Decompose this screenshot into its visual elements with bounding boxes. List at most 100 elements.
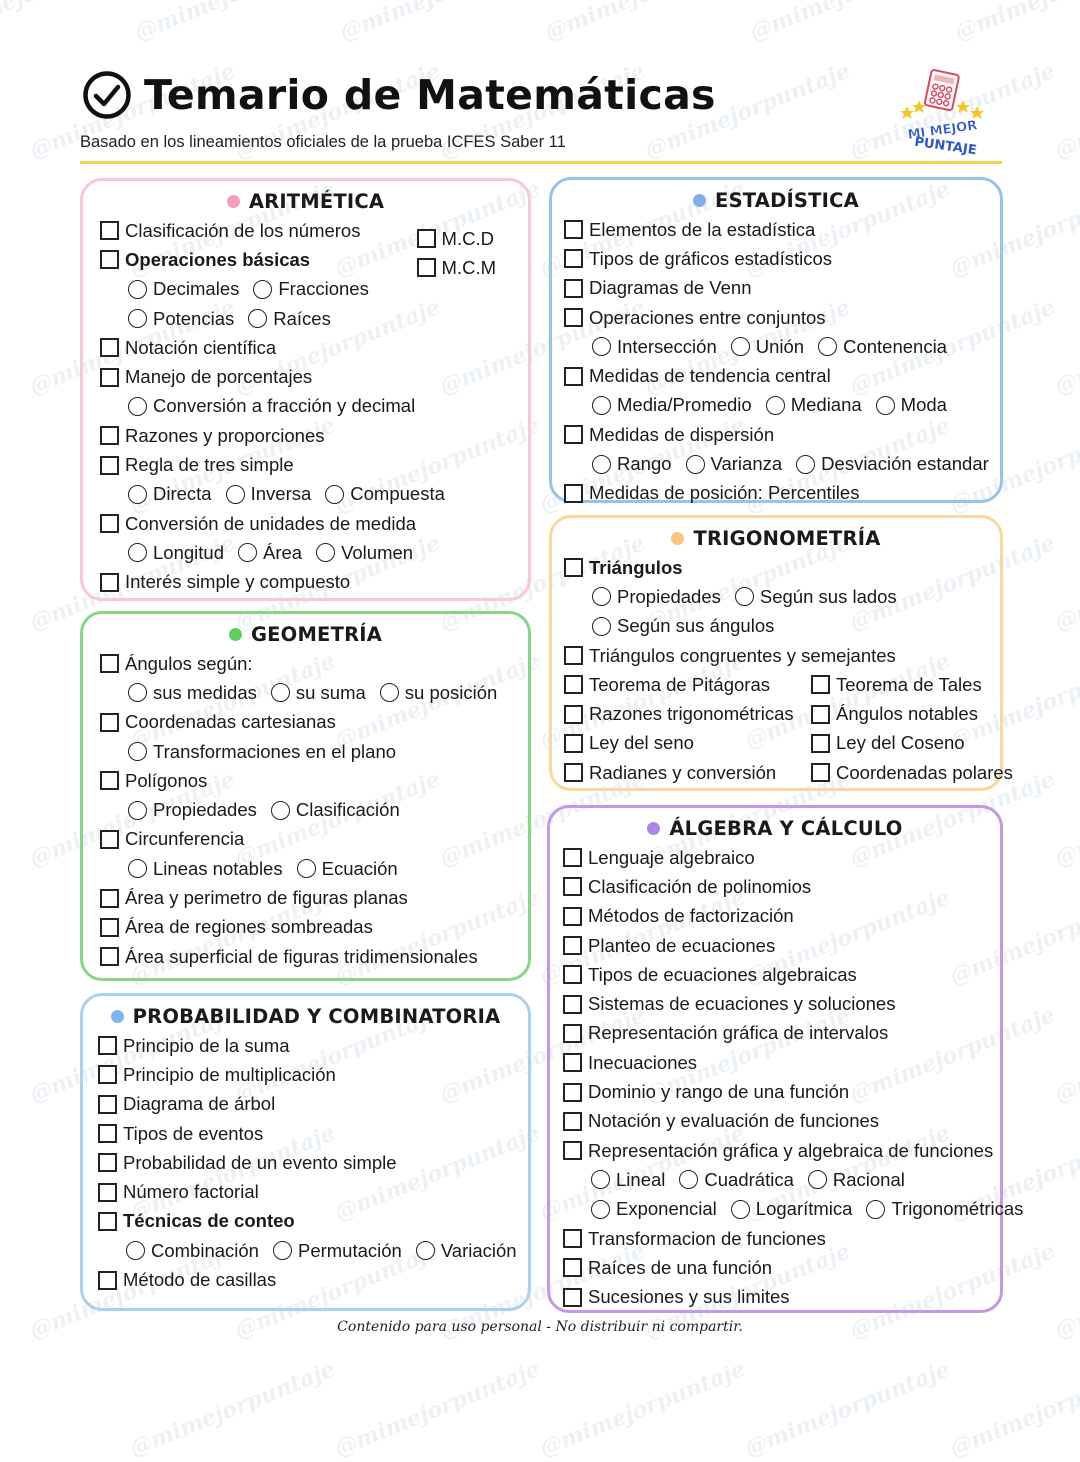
checkbox-icon[interactable] bbox=[98, 1036, 117, 1056]
radio-logaritmica[interactable]: Logarítmica bbox=[730, 1198, 852, 1220]
checkbox-coordenadas-polares[interactable]: Coordenadas polares bbox=[811, 762, 1013, 784]
checkbox-transformacion-de-funciones[interactable]: Transformacion de funciones bbox=[563, 1228, 826, 1250]
checkbox-icon[interactable] bbox=[811, 704, 830, 724]
checkbox-sucesiones-y-sus-limites[interactable]: Sucesiones y sus limites bbox=[563, 1286, 790, 1308]
radio-moda[interactable]: Moda bbox=[875, 394, 947, 416]
checkbox-icon[interactable] bbox=[564, 704, 583, 724]
checkbox-icon[interactable] bbox=[564, 308, 583, 328]
radio-icon[interactable] bbox=[592, 587, 611, 607]
checkbox-icon[interactable] bbox=[563, 994, 582, 1014]
checkbox-icon[interactable] bbox=[100, 712, 119, 732]
radio-icon[interactable] bbox=[253, 279, 273, 299]
checkbox-icon[interactable] bbox=[100, 888, 119, 908]
checkbox-teorema-de-pitagoras[interactable]: Teorema de Pitágoras bbox=[564, 674, 770, 696]
radio-icon[interactable] bbox=[818, 337, 838, 357]
checkbox-icon[interactable] bbox=[100, 426, 119, 446]
checkbox-principio-de-multiplicacion[interactable]: Principio de multiplicación bbox=[98, 1064, 336, 1086]
checkbox-operaciones-basicas[interactable]: Operaciones básicas bbox=[100, 249, 310, 271]
checkbox-representacion-grafica-y-algebraica-de-funciones[interactable]: Representación gráfica y algebraica de f… bbox=[563, 1140, 993, 1162]
radio-icon[interactable] bbox=[807, 1170, 827, 1190]
radio-sus-medidas[interactable]: sus medidas bbox=[128, 682, 257, 704]
checkbox-sistemas-de-ecuaciones-y-soluciones[interactable]: Sistemas de ecuaciones y soluciones bbox=[563, 993, 895, 1015]
radio-icon[interactable] bbox=[128, 800, 147, 820]
checkbox-probabilidad-de-un-evento-simple[interactable]: Probabilidad de un evento simple bbox=[98, 1152, 397, 1174]
checkbox-icon[interactable] bbox=[564, 425, 583, 445]
checkbox-radianes-y-conversion[interactable]: Radianes y conversión bbox=[564, 762, 776, 784]
checkbox-icon[interactable] bbox=[563, 1141, 582, 1161]
radio-icon[interactable] bbox=[128, 742, 147, 762]
checkbox-tipos-de-eventos[interactable]: Tipos de eventos bbox=[98, 1123, 263, 1145]
checkbox-medidas-de-tendencia-central[interactable]: Medidas de tendencia central bbox=[564, 365, 831, 387]
radio-union[interactable]: Unión bbox=[730, 336, 804, 358]
checkbox-icon[interactable] bbox=[811, 733, 830, 753]
checkbox-icon[interactable] bbox=[100, 338, 119, 358]
radio-segun-sus-lados[interactable]: Según sus lados bbox=[734, 586, 897, 608]
checkbox-icon[interactable] bbox=[563, 1023, 582, 1043]
radio-icon[interactable] bbox=[592, 454, 611, 474]
radio-directa[interactable]: Directa bbox=[128, 483, 212, 505]
radio-icon[interactable] bbox=[248, 309, 268, 329]
checkbox-medidas-de-posicion-percentiles[interactable]: Medidas de posición: Percentiles bbox=[564, 482, 859, 504]
radio-icon[interactable] bbox=[679, 1170, 699, 1190]
checkbox-circunferencia[interactable]: Circunferencia bbox=[100, 828, 244, 850]
radio-compuesta[interactable]: Compuesta bbox=[325, 483, 445, 505]
radio-icon[interactable] bbox=[128, 859, 147, 879]
checkbox-diagramas-de-venn[interactable]: Diagramas de Venn bbox=[564, 277, 752, 299]
radio-trigonometricas[interactable]: Trigonométricas bbox=[866, 1198, 1023, 1220]
radio-icon[interactable] bbox=[270, 800, 290, 820]
radio-icon[interactable] bbox=[316, 543, 336, 563]
radio-lineal[interactable]: Lineal bbox=[591, 1169, 665, 1191]
radio-icon[interactable] bbox=[875, 395, 895, 415]
checkbox-angulos-notables[interactable]: Ángulos notables bbox=[811, 703, 978, 725]
checkbox-icon[interactable] bbox=[98, 1094, 117, 1114]
radio-icon[interactable] bbox=[128, 543, 147, 563]
radio-racional[interactable]: Racional bbox=[807, 1169, 905, 1191]
radio-icon[interactable] bbox=[592, 337, 611, 357]
checkbox-icon[interactable] bbox=[563, 1229, 582, 1248]
radio-icon[interactable] bbox=[734, 587, 754, 607]
checkbox-tecnicas-de-conteo[interactable]: Técnicas de conteo bbox=[98, 1210, 295, 1232]
radio-icon[interactable] bbox=[730, 337, 750, 357]
radio-icon[interactable] bbox=[866, 1199, 886, 1219]
radio-media-promedio[interactable]: Media/Promedio bbox=[592, 394, 752, 416]
checkbox-icon[interactable] bbox=[563, 906, 582, 926]
checkbox-dominio-y-rango-de-una-funcion[interactable]: Dominio y rango de una función bbox=[563, 1081, 849, 1103]
checkbox-icon[interactable] bbox=[100, 514, 119, 534]
checkbox-icon[interactable] bbox=[564, 278, 583, 298]
checkbox-ley-del-coseno[interactable]: Ley del Coseno bbox=[811, 732, 965, 754]
checkbox-area-de-regiones-sombreadas[interactable]: Área de regiones sombreadas bbox=[100, 916, 373, 938]
checkbox-clasificacion-de-los-numeros[interactable]: Clasificación de los números bbox=[100, 220, 360, 242]
checkbox-icon[interactable] bbox=[564, 483, 583, 503]
checkbox-icon[interactable] bbox=[100, 367, 119, 387]
radio-icon[interactable] bbox=[325, 484, 345, 504]
checkbox-icon[interactable] bbox=[563, 936, 582, 956]
radio-propiedades[interactable]: Propiedades bbox=[592, 586, 721, 608]
radio-desviacion-estandar[interactable]: Desviación estandar bbox=[796, 453, 989, 475]
checkbox-metodo-de-casillas[interactable]: Método de casillas bbox=[98, 1269, 276, 1291]
checkbox-icon[interactable] bbox=[563, 1111, 582, 1131]
radio-icon[interactable] bbox=[685, 454, 705, 474]
radio-icon[interactable] bbox=[592, 616, 611, 636]
radio-icon[interactable] bbox=[765, 395, 785, 415]
checkbox-coordenadas-cartesianas[interactable]: Coordenadas cartesianas bbox=[100, 711, 336, 733]
radio-cuadratica[interactable]: Cuadrática bbox=[679, 1169, 794, 1191]
checkbox-icon[interactable] bbox=[98, 1124, 117, 1144]
checkbox-triangulos-congruentes-y-semejantes[interactable]: Triángulos congruentes y semejantes bbox=[564, 645, 896, 667]
checkbox-icon[interactable] bbox=[811, 763, 830, 783]
checkbox-m-c-m[interactable]: M.C.M bbox=[416, 257, 496, 279]
checkbox-interes-simple-y-compuesto[interactable]: Interés simple y compuesto bbox=[100, 571, 350, 593]
radio-area[interactable]: Área bbox=[237, 542, 302, 564]
radio-varianza[interactable]: Varianza bbox=[685, 453, 782, 475]
checkbox-icon[interactable] bbox=[98, 1153, 117, 1173]
radio-icon[interactable] bbox=[128, 484, 147, 504]
radio-icon[interactable] bbox=[128, 309, 147, 329]
checkbox-area-y-perimetro-de-figuras-planas[interactable]: Área y perimetro de figuras planas bbox=[100, 887, 408, 909]
radio-icon[interactable] bbox=[592, 395, 611, 415]
checkbox-icon[interactable] bbox=[100, 221, 119, 241]
checkbox-ley-del-seno[interactable]: Ley del seno bbox=[564, 732, 694, 754]
checkbox-representacion-grafica-de-intervalos[interactable]: Representación gráfica de intervalos bbox=[563, 1022, 888, 1044]
checkbox-icon[interactable] bbox=[564, 220, 583, 240]
checkbox-notacion-y-evaluacion-de-funciones[interactable]: Notación y evaluación de funciones bbox=[563, 1110, 879, 1132]
checkbox-icon[interactable] bbox=[100, 654, 119, 674]
radio-icon[interactable] bbox=[270, 683, 290, 703]
